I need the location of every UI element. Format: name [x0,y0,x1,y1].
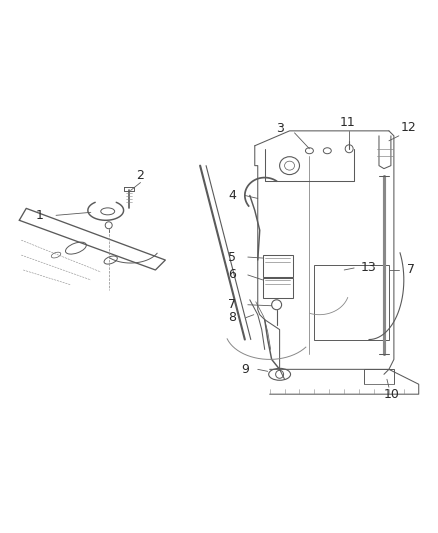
Text: 7: 7 [407,263,415,277]
Bar [364,369,394,384]
Text: 7: 7 [228,298,236,311]
Bar [314,265,389,340]
Text: 5: 5 [228,251,236,263]
Text: 11: 11 [339,116,355,130]
Text: 9: 9 [241,363,249,376]
Text: 1: 1 [35,209,43,222]
Text: 12: 12 [401,122,417,134]
Text: 10: 10 [384,387,400,401]
Text: 8: 8 [228,311,236,324]
Text: 4: 4 [228,189,236,202]
Text: 13: 13 [361,262,377,274]
Text: 3: 3 [276,123,283,135]
Text: 2: 2 [137,169,145,182]
Bar [263,255,293,277]
Bar [263,278,293,298]
Text: 6: 6 [228,269,236,281]
